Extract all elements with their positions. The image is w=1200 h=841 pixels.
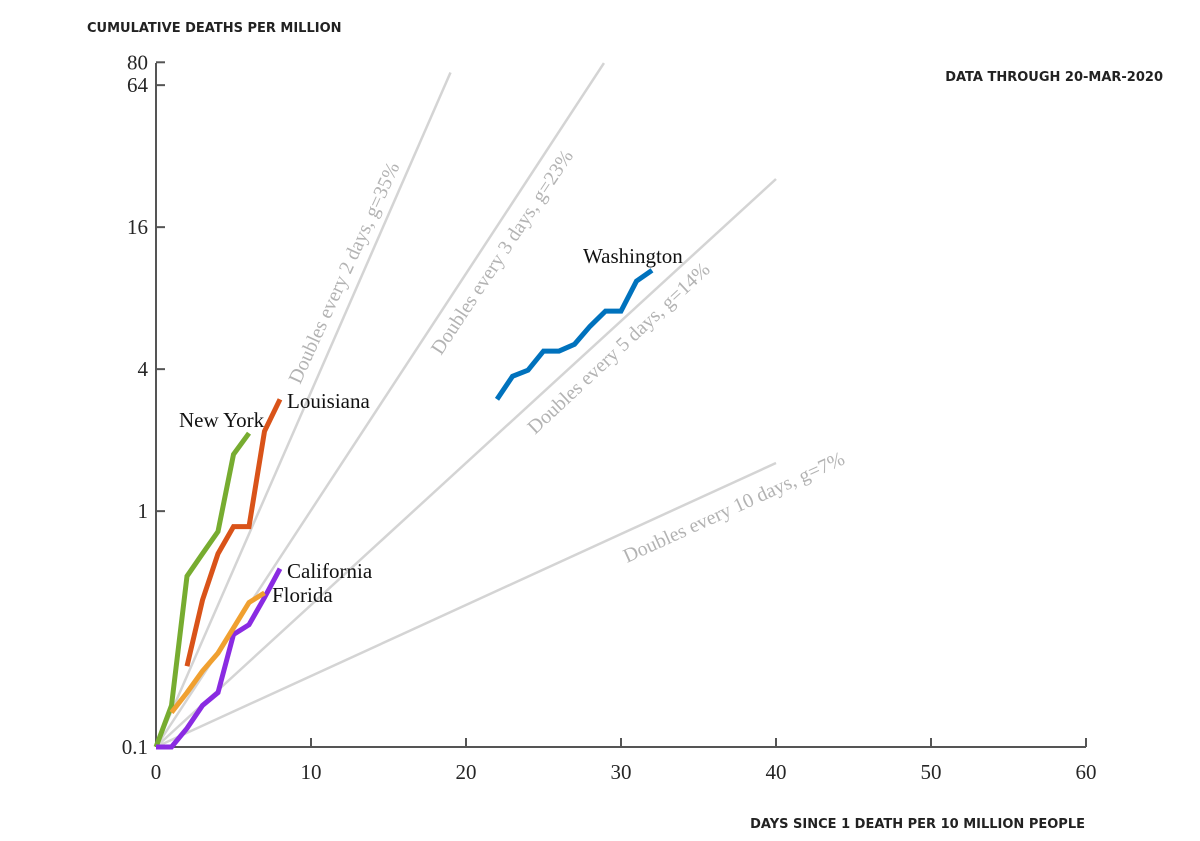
x-tick-label: 30: [611, 760, 632, 784]
ref-label-5-days: Doubles every 5 days, g=14%: [523, 258, 714, 438]
series-labels: New York Louisiana California Florida Wa…: [179, 244, 683, 607]
reference-line-5-days: [155, 178, 777, 748]
x-tick-label: 50: [921, 760, 942, 784]
y-tick-label: 80: [127, 50, 148, 74]
reference-labels: Doubles every 2 days, g=35% Doubles ever…: [285, 146, 849, 568]
label-florida: Florida: [272, 583, 333, 607]
x-tick-label: 20: [456, 760, 477, 784]
series-line-new-york: [153, 431, 252, 748]
series-line-florida: [169, 590, 266, 715]
x-ticks: 0 10 20 30 40 50 60: [151, 738, 1097, 784]
x-tick-label: 0: [151, 760, 162, 784]
reference-line-10-days: [155, 461, 777, 749]
ref-label-2-days: Doubles every 2 days, g=35%: [285, 159, 405, 387]
x-tick-label: 40: [766, 760, 787, 784]
series-lines: [153, 268, 654, 750]
reference-line-2-days: [154, 71, 452, 748]
y-tick-label: 16: [127, 215, 148, 239]
ref-label-3-days: Doubles every 3 days, g=23%: [427, 146, 578, 359]
data-through-annotation: DATA THROUGH 20-MAR-2020: [945, 70, 1163, 85]
label-california: California: [287, 559, 373, 583]
y-tick-label: 64: [127, 73, 149, 97]
y-tick-label: 4: [138, 357, 149, 381]
x-tick-label: 60: [1076, 760, 1097, 784]
y-tick-label: 1: [138, 499, 149, 523]
x-tick-label: 10: [301, 760, 322, 784]
y-axis-title: CUMULATIVE DEATHS PER MILLION: [87, 21, 342, 36]
label-new-york: New York: [179, 408, 265, 432]
series-line-california: [156, 567, 283, 750]
series-line-louisiana: [184, 398, 283, 667]
label-washington: Washington: [583, 244, 683, 268]
series-line-washington: [494, 268, 654, 401]
x-axis-title: DAYS SINCE 1 DEATH PER 10 MILLION PEOPLE: [750, 817, 1085, 832]
label-louisiana: Louisiana: [287, 389, 370, 413]
y-tick-label: 0.1: [122, 735, 148, 759]
ref-label-10-days: Doubles every 10 days, g=7%: [620, 448, 848, 568]
reference-lines: [154, 62, 777, 749]
